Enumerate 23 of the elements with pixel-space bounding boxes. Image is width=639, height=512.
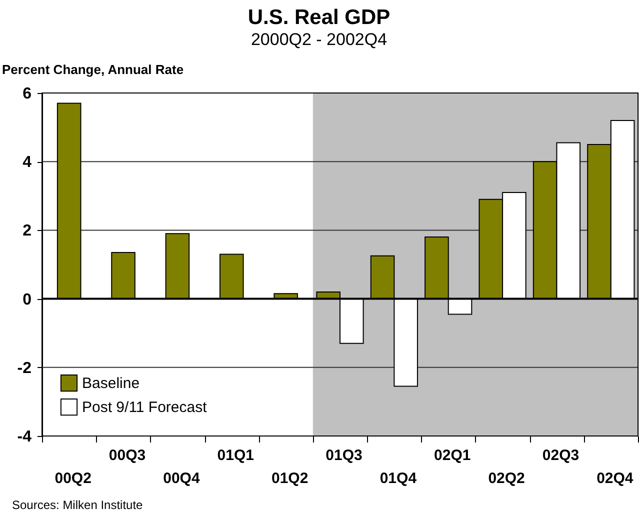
chart-subtitle: 2000Q2 - 2002Q4 bbox=[250, 30, 388, 49]
x-tick-label: 01Q4 bbox=[380, 470, 418, 487]
chart-title: U.S. Real GDP bbox=[248, 6, 390, 29]
x-tick-label: 00Q2 bbox=[54, 470, 92, 487]
y-tick-label: 4 bbox=[22, 154, 32, 172]
x-tick-label: 02Q3 bbox=[542, 447, 580, 464]
y-axis-title: Percent Change, Annual Rate bbox=[2, 62, 184, 77]
x-tick-label: 01Q1 bbox=[217, 447, 254, 464]
y-tick-label: -4 bbox=[17, 428, 32, 446]
y-tick-label: -2 bbox=[17, 360, 32, 377]
legend-label: Post 9/11 Forecast bbox=[82, 399, 208, 416]
source-note: Sources: Milken Institute bbox=[12, 498, 144, 512]
x-tick-label: 02Q2 bbox=[488, 470, 525, 487]
y-tick-label: 0 bbox=[22, 291, 32, 308]
x-tick-label: 01Q2 bbox=[271, 470, 308, 487]
x-tick-label: 00Q4 bbox=[163, 470, 200, 487]
x-tick-label: 02Q1 bbox=[434, 447, 471, 464]
y-tick-label: 6 bbox=[22, 86, 32, 102]
legend-label: Baseline bbox=[82, 375, 140, 392]
x-tick-label: 01Q3 bbox=[326, 447, 362, 464]
x-tick-label: 02Q4 bbox=[596, 470, 634, 487]
x-tick-label: 00Q3 bbox=[108, 447, 146, 464]
y-tick-label: 2 bbox=[22, 222, 32, 240]
